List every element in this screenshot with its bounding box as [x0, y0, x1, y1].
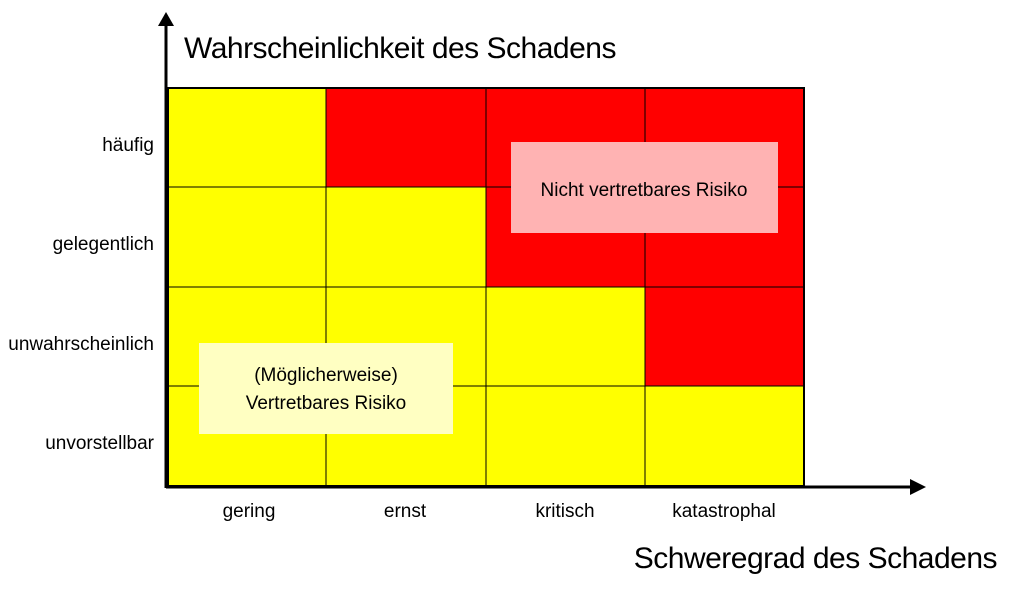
acceptable-risk-label-line1: (Möglicherweise): [254, 365, 398, 386]
matrix-cell: [325, 87, 487, 188]
matrix-cell: [485, 286, 646, 387]
acceptable-risk-label-line2: Vertretbares Risiko: [246, 393, 407, 414]
column-label-kritisch: kritisch: [535, 501, 594, 522]
y-axis-title: Wahrscheinlichkeit des Schadens: [184, 32, 616, 65]
row-label-haeufig: häufig: [102, 135, 154, 156]
row-label-unvorstellbar: unvorstellbar: [45, 433, 154, 454]
matrix-cell: [167, 186, 327, 288]
matrix-cell: [485, 385, 646, 487]
x-axis-title: Schweregrad des Schadens: [634, 542, 997, 575]
y-axis-arrow: [158, 12, 174, 26]
column-label-gering: gering: [223, 501, 276, 522]
unacceptable-risk-label: Nicht vertretbares Risiko: [541, 180, 748, 201]
acceptable-risk-box: [199, 343, 453, 434]
column-label-katastrophal: katastrophal: [672, 501, 776, 522]
matrix-cell: [167, 87, 327, 188]
matrix-cell: [644, 385, 805, 487]
matrix-cell: [325, 186, 487, 288]
unacceptable-risk-box: [511, 142, 778, 233]
row-label-unwahrscheinlich: unwahrscheinlich: [8, 334, 154, 355]
matrix-cell: [644, 286, 805, 387]
row-label-gelegentlich: gelegentlich: [53, 234, 154, 255]
x-axis-arrow: [910, 479, 926, 495]
column-label-ernst: ernst: [384, 501, 427, 522]
